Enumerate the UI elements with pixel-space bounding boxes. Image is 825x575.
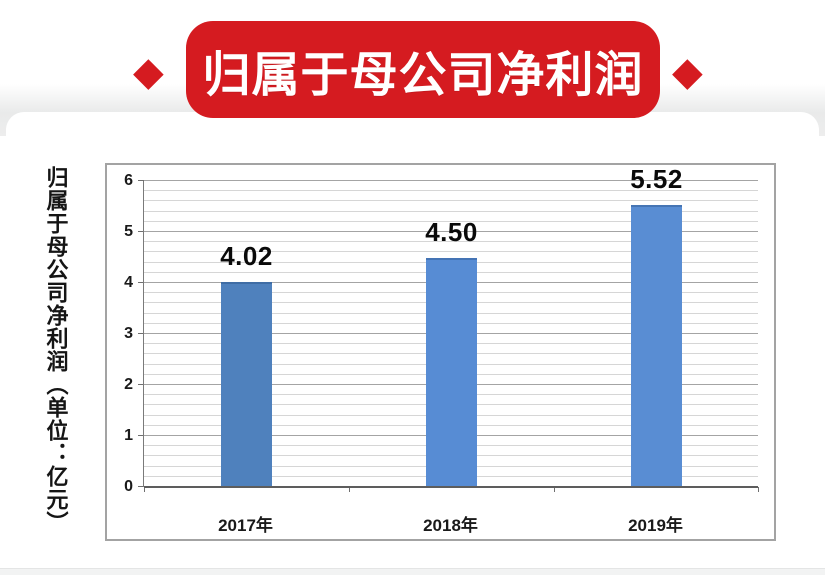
- x-tick-mark: [758, 487, 759, 492]
- data-label: 5.52: [630, 164, 683, 195]
- y-tick-mark: [138, 180, 145, 181]
- y-axis: 0 1 2 3 4 5 6: [107, 172, 145, 495]
- footer-strip: [0, 568, 825, 575]
- major-gridline: [144, 180, 758, 181]
- bar-2017年: [221, 281, 272, 487]
- minor-gridline: [144, 241, 758, 243]
- y-tick-mark: [138, 486, 145, 487]
- title-banner: 归属于母公司净利润: [186, 21, 660, 118]
- y-tick-label: 3: [124, 325, 133, 342]
- y-tick-label: 4: [124, 274, 133, 291]
- y-tick-mark: [138, 333, 145, 334]
- x-axis-line: [144, 486, 758, 488]
- y-tick-mark: [138, 231, 145, 232]
- y-axis-title: 归属于母公司净利润（单位：亿元）: [43, 166, 69, 534]
- x-tick-mark: [144, 487, 145, 492]
- minor-gridline: [144, 200, 758, 202]
- y-tick-mark: [138, 384, 145, 385]
- y-tick-label: 2: [124, 376, 133, 393]
- y-tick-label: 5: [124, 223, 133, 240]
- x-tick-mark: [554, 487, 555, 492]
- x-tick-label: 2018年: [423, 516, 478, 535]
- data-label: 4.02: [220, 240, 273, 271]
- x-tick-label: 2017年: [218, 516, 273, 535]
- minor-gridline: [144, 190, 758, 192]
- y-tick-mark: [138, 282, 145, 283]
- y-tick-mark: [138, 435, 145, 436]
- y-tick-label: 1: [124, 427, 133, 444]
- bar-2018年: [426, 257, 477, 487]
- x-tick-label: 2019年: [628, 516, 683, 535]
- data-label: 4.50: [425, 216, 478, 247]
- minor-gridline: [144, 251, 758, 253]
- plot-area: 4.02 4.50 5.52: [143, 164, 759, 492]
- diamond-icon: ◆: [672, 49, 703, 95]
- y-tick-label: 0: [124, 478, 133, 495]
- bar-2019年: [631, 205, 682, 487]
- minor-gridline: [144, 220, 758, 222]
- page-title: 归属于母公司净利润: [202, 48, 644, 102]
- diamond-icon: ◆: [133, 49, 164, 95]
- x-tick-mark: [349, 487, 350, 492]
- minor-gridline: [144, 210, 758, 212]
- bar-chart: 0 1 2 3 4 5 6 4.02 4.50 5.52 2017年 2018年 2019年: [105, 163, 776, 541]
- y-tick-label: 6: [124, 172, 133, 189]
- major-gridline: [144, 231, 758, 232]
